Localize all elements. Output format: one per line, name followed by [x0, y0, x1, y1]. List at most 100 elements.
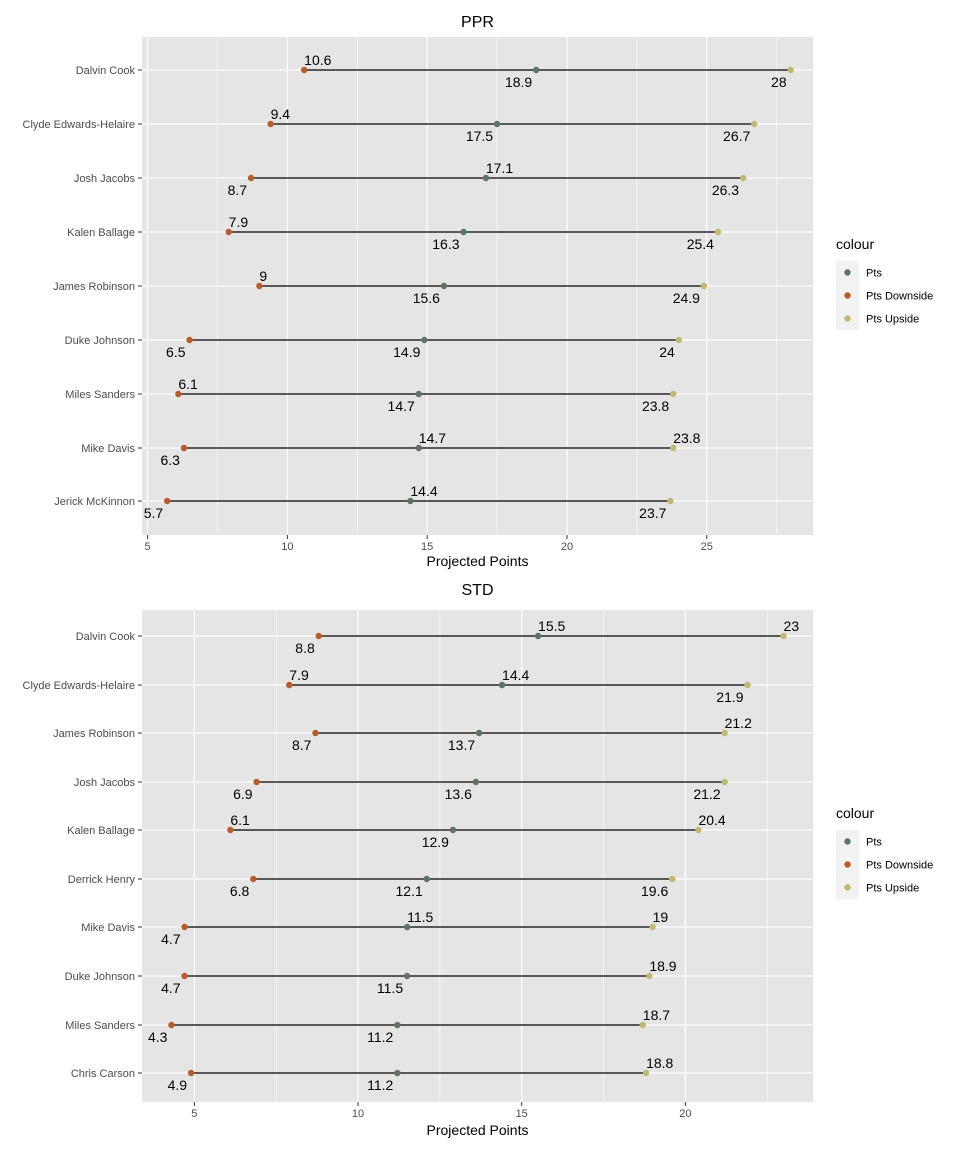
pts-downside-point — [300, 66, 308, 74]
chart-title: PPR — [461, 14, 494, 31]
pts-upside-label: 26.7 — [723, 128, 750, 144]
pts-label: 14.7 — [419, 430, 446, 446]
pts-upside-point — [780, 632, 787, 640]
pts-upside-label: 18.8 — [646, 1055, 673, 1071]
pts-point — [460, 228, 467, 236]
x-tick-label: 5 — [145, 541, 151, 553]
pts-upside-label: 20.4 — [698, 812, 725, 828]
legend-label: Pts Downside — [866, 860, 933, 872]
chart-title: STD — [462, 582, 494, 599]
pts-downside-label: 5.7 — [144, 505, 164, 521]
legend-key-pts-upside — [844, 884, 851, 891]
pts-label: 17.1 — [486, 160, 513, 176]
pts-upside-point — [670, 444, 677, 452]
pts-upside-label: 24 — [659, 344, 675, 360]
pts-downside-label: 4.3 — [148, 1029, 168, 1045]
legend-key-pts-downside — [844, 861, 851, 868]
pts-point — [407, 497, 414, 505]
x-axis-title: Projected Points — [427, 1122, 529, 1138]
pts-label: 11.5 — [407, 909, 433, 925]
legend-label: Pts Upside — [866, 314, 919, 326]
pts-label: 18.9 — [505, 74, 532, 90]
pts-label: 14.9 — [393, 344, 420, 360]
pts-upside-label: 25.4 — [687, 236, 714, 252]
pts-point — [403, 923, 411, 931]
y-tick-label: Mike Davis — [81, 443, 135, 455]
legend-key-pts-downside — [844, 292, 851, 299]
pts-label: 15.6 — [413, 290, 440, 306]
pts-point — [482, 174, 490, 182]
pts-downside-label: 6.3 — [160, 452, 180, 468]
pts-downside-point — [225, 228, 232, 236]
pts-point — [440, 282, 448, 290]
legend-title: colour — [836, 805, 874, 821]
pts-point — [498, 681, 506, 689]
pts-upside-point — [639, 1021, 646, 1029]
pts-downside-label: 4.9 — [168, 1077, 188, 1093]
x-tick-label: 10 — [352, 1108, 364, 1120]
pts-downside-point — [250, 875, 257, 883]
x-tick-label: 15 — [421, 541, 433, 553]
y-tick-label: Miles Sanders — [65, 389, 135, 401]
pts-upside-label: 23.7 — [639, 505, 666, 521]
legend-key-pts — [844, 838, 851, 845]
pts-label: 14.7 — [388, 398, 415, 414]
pts-label: 13.6 — [445, 786, 472, 802]
pts-point — [493, 120, 501, 128]
pts-point — [394, 1069, 401, 1077]
x-tick-label: 20 — [561, 541, 573, 553]
pts-upside-label: 26.3 — [712, 182, 739, 198]
x-tick-label: 10 — [281, 541, 293, 553]
pts-point — [472, 778, 480, 786]
pts-downside-point — [186, 336, 193, 344]
pts-upside-label: 18.7 — [643, 1007, 670, 1023]
pts-downside-label: 6.1 — [178, 376, 198, 392]
pts-downside-point — [181, 923, 188, 931]
y-tick-label: Kalen Ballage — [67, 227, 135, 239]
legend-title: colour — [836, 236, 874, 252]
pts-downside-point — [286, 681, 293, 689]
pts-label: 17.5 — [466, 128, 493, 144]
pts-label: 11.2 — [367, 1029, 393, 1045]
legend-label: Pts Upside — [866, 883, 919, 895]
pts-downside-point — [256, 282, 263, 290]
pts-upside-point — [714, 228, 722, 236]
pts-point — [534, 632, 542, 640]
pts-upside-label: 21.2 — [693, 786, 720, 802]
pts-upside-point — [739, 174, 747, 182]
legend-label: Pts — [866, 268, 882, 280]
pts-point — [423, 875, 430, 883]
pts-upside-label: 23.8 — [642, 398, 669, 414]
pts-label: 11.5 — [377, 980, 403, 996]
pts-label: 12.1 — [396, 883, 423, 899]
pts-label: 16.3 — [432, 236, 459, 252]
pts-upside-point — [700, 282, 708, 290]
pts-downside-label: 4.7 — [161, 931, 181, 947]
pts-downside-label: 7.9 — [229, 214, 249, 230]
pts-upside-label: 24.9 — [673, 290, 700, 306]
y-tick-label: Dalvin Cook — [76, 631, 136, 643]
pts-downside-label: 6.9 — [233, 786, 253, 802]
legend: colour Pts Pts Downside Pts Upside — [836, 236, 933, 330]
pts-downside-label: 6.5 — [166, 344, 186, 360]
pts-downside-label: 9.4 — [271, 106, 291, 122]
chart-std: STD 5 10 15 20 Dalvin Cook 8.8 15.5 23 Clyde Edwa… — [23, 582, 934, 1138]
pts-point — [415, 444, 422, 452]
y-tick-label: Josh Jacobs — [74, 173, 136, 185]
y-tick-label: James Robinson — [53, 728, 135, 740]
y-tick-label: Clyde Edwards-Helaire — [23, 680, 136, 692]
y-tick-label: Kalen Ballage — [67, 825, 135, 837]
pts-upside-point — [667, 497, 674, 505]
pts-upside-point — [721, 778, 728, 786]
pts-upside-point — [787, 66, 794, 74]
x-axis-title: Projected Points — [427, 553, 529, 569]
pts-upside-point — [646, 972, 653, 980]
x-tick-label: 25 — [701, 541, 713, 553]
pts-upside-point — [744, 681, 751, 689]
pts-downside-point — [312, 729, 319, 737]
pts-upside-label: 28 — [771, 74, 787, 90]
pts-downside-label: 8.7 — [228, 182, 248, 198]
pts-upside-label: 18.9 — [649, 958, 676, 974]
legend-label: Pts Downside — [866, 291, 933, 303]
pts-upside-label: 21.2 — [725, 715, 752, 731]
